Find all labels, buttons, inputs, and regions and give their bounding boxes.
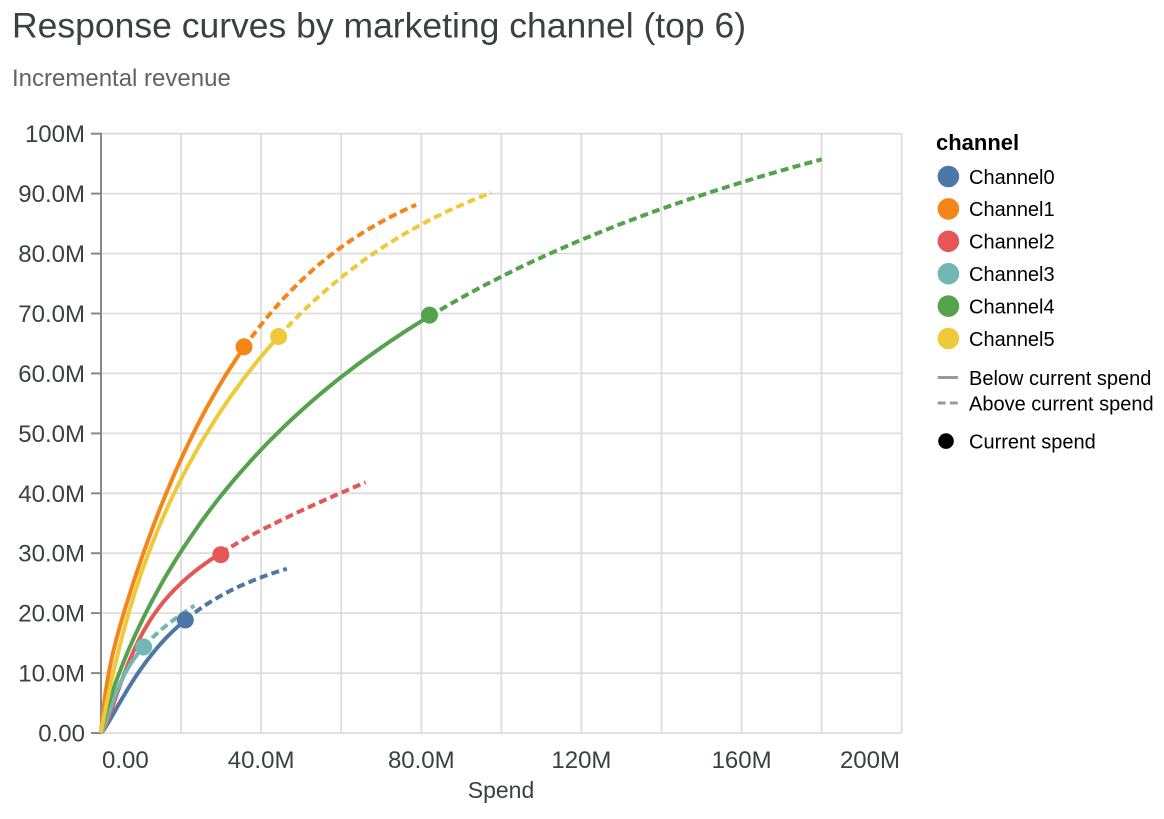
svg-text:Channel0: Channel0	[969, 167, 1055, 189]
svg-text:Channel5: Channel5	[969, 329, 1055, 351]
svg-text:Channel2: Channel2	[969, 232, 1055, 254]
svg-text:120M: 120M	[551, 747, 611, 774]
svg-text:160M: 160M	[712, 747, 772, 774]
svg-text:0.00: 0.00	[102, 747, 149, 774]
svg-text:0.00: 0.00	[38, 721, 85, 748]
svg-text:100M: 100M	[25, 121, 85, 148]
svg-text:30.0M: 30.0M	[18, 541, 85, 568]
svg-text:50.0M: 50.0M	[18, 421, 85, 448]
svg-text:Response curves by marketing c: Response curves by marketing channel (to…	[12, 6, 746, 46]
svg-text:Incremental revenue: Incremental revenue	[12, 65, 231, 92]
svg-text:Current spend: Current spend	[969, 431, 1096, 453]
svg-text:Below current spend: Below current spend	[969, 368, 1151, 390]
svg-text:10.0M: 10.0M	[18, 661, 85, 688]
svg-text:40.0M: 40.0M	[18, 481, 85, 508]
svg-text:Above current spend: Above current spend	[969, 393, 1154, 415]
svg-text:Spend: Spend	[468, 777, 535, 803]
svg-text:Channel1: Channel1	[969, 199, 1055, 221]
svg-text:20.0M: 20.0M	[18, 601, 85, 628]
svg-text:40.0M: 40.0M	[228, 747, 295, 774]
svg-text:Channel4: Channel4	[969, 296, 1055, 318]
svg-text:200M: 200M	[840, 747, 900, 774]
svg-text:channel: channel	[936, 130, 1019, 155]
svg-text:80.0M: 80.0M	[18, 241, 85, 268]
svg-text:90.0M: 90.0M	[18, 181, 85, 208]
svg-text:Channel3: Channel3	[969, 264, 1055, 286]
svg-text:80.0M: 80.0M	[388, 747, 455, 774]
svg-text:70.0M: 70.0M	[18, 301, 85, 328]
svg-text:60.0M: 60.0M	[18, 361, 85, 388]
